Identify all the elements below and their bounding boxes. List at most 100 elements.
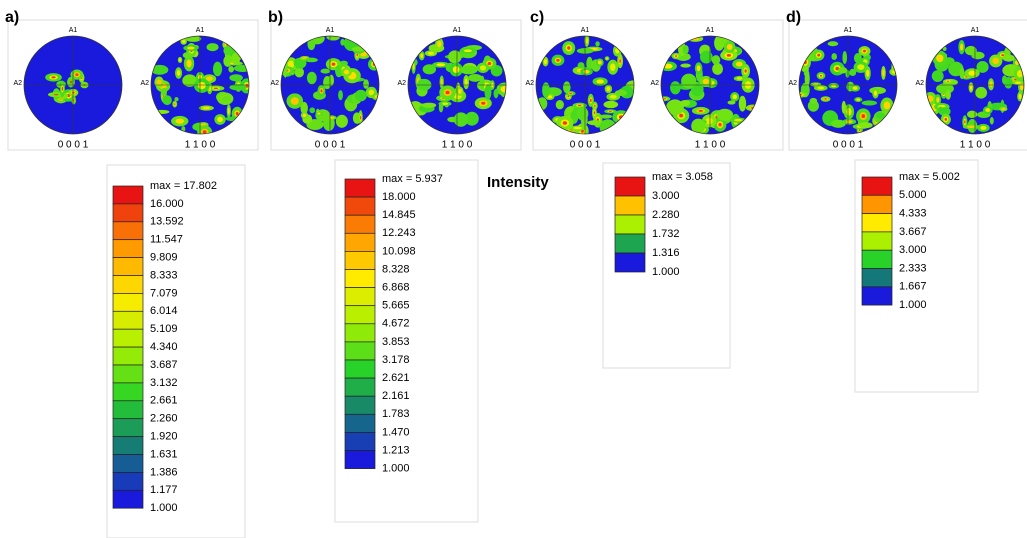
legend-level: 16.000 bbox=[150, 198, 184, 210]
legend-level: 18.000 bbox=[382, 191, 416, 203]
axis-label-left: A2 bbox=[650, 80, 659, 87]
legend-level: 1.783 bbox=[382, 408, 410, 420]
texture-blob bbox=[51, 76, 56, 79]
texture-blob bbox=[699, 50, 713, 64]
texture-blob bbox=[609, 94, 617, 99]
axis-label-top: A1 bbox=[69, 27, 78, 34]
legend-swatch bbox=[344, 196, 376, 216]
legend-level: 2.661 bbox=[150, 395, 178, 407]
texture-blob bbox=[73, 99, 75, 102]
legend-swatch bbox=[861, 194, 893, 214]
texture-blob bbox=[727, 100, 736, 105]
figure-title: Intensity bbox=[487, 174, 549, 191]
texture-blob bbox=[702, 78, 710, 85]
axis-label-left: A2 bbox=[13, 80, 22, 87]
legend-level: 3.000 bbox=[652, 190, 680, 202]
pole-caption: 1 1 0 0 bbox=[695, 140, 726, 151]
texture-blob bbox=[227, 107, 230, 115]
texture-blob bbox=[577, 62, 585, 69]
legend-swatch bbox=[112, 221, 144, 241]
texture-blob bbox=[831, 53, 838, 60]
pole-caption: 0 0 0 1 bbox=[315, 140, 346, 151]
pole-figure-texture bbox=[45, 69, 89, 105]
panel-frame bbox=[788, 19, 1027, 151]
texture-blob bbox=[201, 123, 207, 126]
texture-blob bbox=[691, 118, 706, 134]
texture-blob bbox=[807, 100, 819, 112]
pole-outline bbox=[535, 35, 635, 135]
texture-blob bbox=[873, 90, 878, 96]
texture-blob bbox=[680, 99, 691, 107]
texture-blob bbox=[842, 50, 848, 65]
texture-blob bbox=[853, 52, 862, 64]
texture-blob bbox=[54, 93, 59, 96]
texture-blob bbox=[453, 112, 469, 127]
texture-blob bbox=[964, 120, 966, 124]
texture-blob bbox=[718, 122, 722, 127]
pole-caption: 0 0 0 1 bbox=[833, 140, 864, 151]
texture-blob bbox=[229, 84, 247, 91]
texture-blob bbox=[732, 94, 737, 100]
legend-level: 10.098 bbox=[382, 245, 416, 257]
texture-blob bbox=[587, 120, 603, 126]
texture-blob bbox=[931, 70, 944, 83]
texture-blob bbox=[212, 61, 223, 77]
legend-swatch bbox=[112, 275, 144, 294]
texture-blob bbox=[590, 98, 592, 103]
texture-blob bbox=[716, 108, 734, 121]
texture-blob bbox=[858, 129, 861, 131]
legend-level: 1.000 bbox=[382, 463, 410, 475]
texture-blob bbox=[606, 86, 611, 92]
legend-swatch bbox=[112, 203, 144, 223]
texture-blob bbox=[441, 102, 449, 105]
texture-blob bbox=[467, 74, 483, 82]
texture-blob bbox=[229, 74, 243, 82]
pole-figure-texture bbox=[661, 36, 759, 134]
legend-swatch bbox=[112, 364, 144, 384]
legend-level: 3.178 bbox=[382, 354, 410, 366]
texture-blob bbox=[323, 76, 332, 90]
legend-level: 4.333 bbox=[899, 208, 927, 220]
texture-blob bbox=[567, 46, 571, 50]
texture-blob bbox=[967, 125, 976, 129]
texture-blob bbox=[1002, 75, 1008, 85]
legend-swatch bbox=[112, 454, 144, 473]
legend-level: 2.280 bbox=[652, 209, 680, 221]
texture-blob bbox=[945, 89, 951, 100]
texture-blob bbox=[845, 120, 853, 124]
texture-blob bbox=[619, 59, 621, 63]
legend-level: 3.667 bbox=[899, 226, 927, 238]
texture-blob bbox=[577, 104, 582, 107]
legend-level: 1.000 bbox=[652, 266, 680, 278]
texture-blob bbox=[1014, 81, 1022, 84]
texture-blob bbox=[563, 81, 571, 94]
texture-blob bbox=[452, 66, 460, 74]
legend-swatch bbox=[861, 268, 893, 288]
legend-level: 4.340 bbox=[150, 341, 178, 353]
texture-blob bbox=[936, 54, 944, 63]
legend-level: 14.845 bbox=[382, 209, 416, 221]
texture-blob bbox=[576, 106, 589, 121]
texture-blob bbox=[679, 113, 684, 118]
pole-figure-texture bbox=[408, 37, 506, 127]
texture-blob bbox=[614, 89, 628, 96]
texture-blob bbox=[182, 39, 186, 44]
pole-outline bbox=[407, 35, 507, 135]
axis-label-left: A2 bbox=[397, 80, 406, 87]
texture-blob bbox=[438, 102, 444, 113]
legend-swatch bbox=[344, 432, 376, 451]
texture-blob bbox=[976, 61, 989, 73]
panel-label: b) bbox=[268, 9, 283, 26]
legend-swatch bbox=[112, 239, 144, 258]
texture-blob bbox=[586, 56, 593, 71]
texture-blob bbox=[819, 74, 823, 77]
texture-blob bbox=[927, 95, 934, 103]
texture-blob bbox=[841, 100, 846, 114]
texture-blob bbox=[458, 88, 462, 94]
texture-blob bbox=[882, 69, 885, 77]
legend-level: 3.687 bbox=[150, 359, 178, 371]
texture-blob bbox=[663, 63, 673, 69]
texture-blob bbox=[696, 65, 701, 72]
panel-frame bbox=[7, 19, 259, 151]
legend-level: 5.665 bbox=[382, 300, 410, 312]
